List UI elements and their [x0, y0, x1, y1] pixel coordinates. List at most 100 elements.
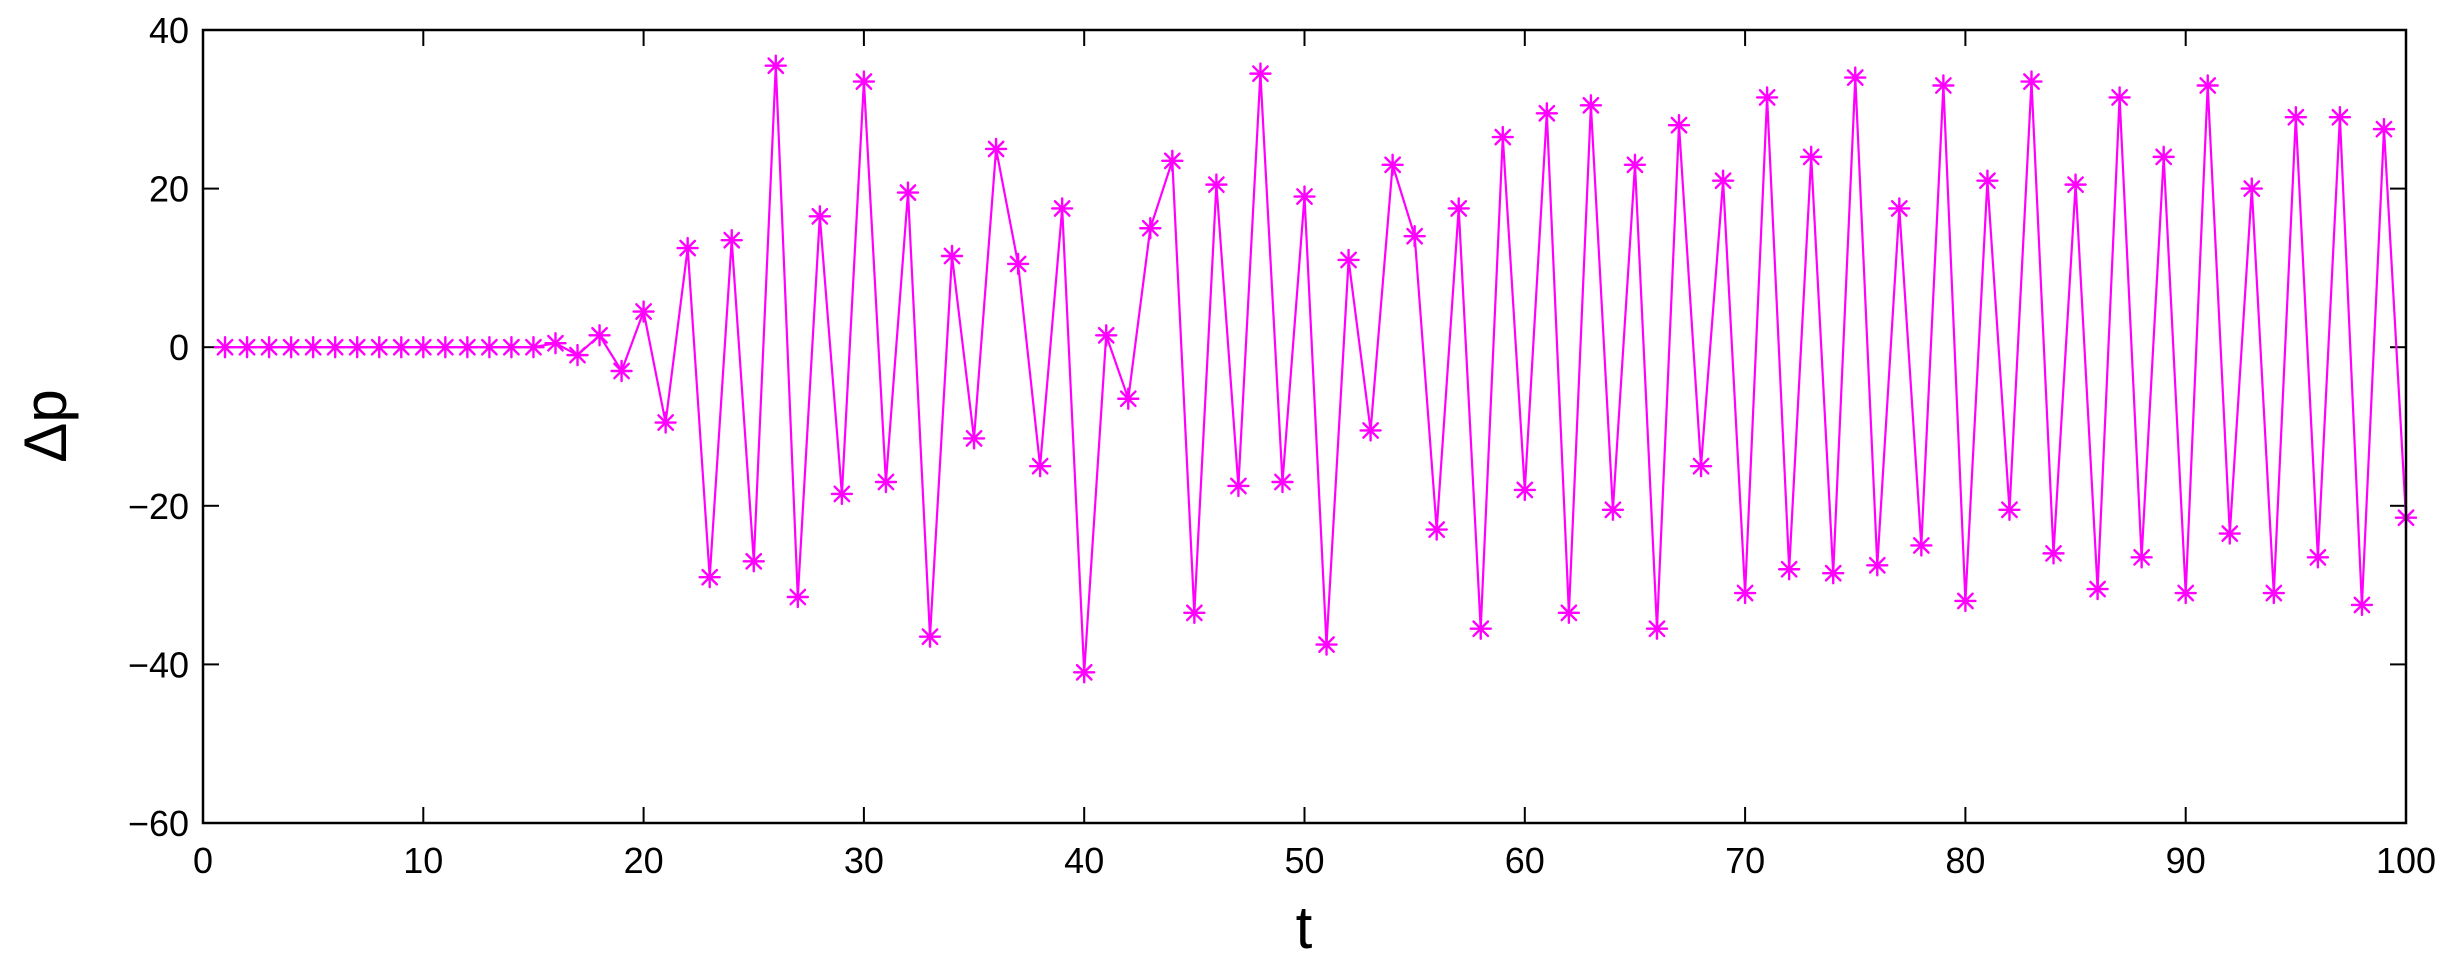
- data-point: [808, 205, 832, 228]
- data-point: [2152, 145, 2175, 169]
- x-tick-label: 20: [624, 840, 664, 881]
- data-point: [323, 336, 347, 359]
- x-tick-label: 40: [1064, 840, 1104, 881]
- y-tick-label: 20: [149, 169, 189, 210]
- data-point: [257, 336, 281, 359]
- y-tick-label: 40: [149, 10, 189, 51]
- data-point: [566, 343, 589, 367]
- data-point: [1359, 419, 1382, 442]
- data-point: [1755, 86, 1779, 109]
- data-point: [456, 336, 479, 359]
- y-axis-label: Δp: [12, 389, 79, 462]
- data-point: [2284, 106, 2308, 129]
- data-point: [764, 54, 787, 77]
- data-point: [1139, 217, 1162, 240]
- data-point: [1623, 153, 1647, 177]
- data-point: [588, 324, 611, 347]
- x-tick-label: 10: [403, 840, 443, 881]
- data-point: [1998, 498, 2021, 521]
- data-point: [1579, 94, 1603, 117]
- data-point: [1293, 185, 1316, 208]
- data-point: [346, 336, 369, 359]
- series-line: [225, 64, 2408, 674]
- data-point: [676, 236, 699, 260]
- data-point: [1469, 617, 1492, 640]
- data-point: [1491, 125, 1514, 149]
- y-tick-label: −60: [128, 803, 189, 844]
- x-tick-label: 80: [1945, 840, 1985, 881]
- x-tick-label: 90: [2166, 840, 2206, 881]
- data-point: [2240, 177, 2263, 200]
- data-point: [1249, 62, 1272, 85]
- tick-labels: 0 10 20 30 40 50 60 70 80 90 100 −60 −40 −20 0 20 40: [128, 10, 2436, 881]
- data-point: [1954, 589, 1977, 613]
- data-point: [2196, 74, 2219, 97]
- data-point: [2064, 173, 2087, 196]
- data-point: [918, 625, 942, 648]
- data-point: [1028, 454, 1052, 478]
- data-point: [1117, 387, 1140, 410]
- data-point: [1557, 601, 1581, 625]
- data-point: [368, 336, 391, 359]
- data-point: [301, 336, 325, 359]
- data-point: [235, 336, 259, 359]
- y-tick-label: −40: [128, 644, 189, 685]
- data-point: [279, 336, 303, 359]
- data-point: [1513, 478, 1537, 502]
- data-point: [1888, 197, 1911, 220]
- data-point: [1006, 252, 1030, 276]
- data-point: [1403, 224, 1426, 248]
- data-point: [2262, 581, 2286, 605]
- data-point: [1932, 74, 1955, 97]
- data-point: [1095, 324, 1118, 347]
- x-tick-label: 100: [2376, 840, 2436, 881]
- data-point: [984, 137, 1008, 161]
- data-point: [852, 70, 876, 93]
- y-tick-label: −20: [128, 486, 189, 527]
- y-tick-label: 0: [169, 327, 189, 368]
- data-point: [698, 565, 721, 589]
- data-point: [390, 336, 413, 359]
- axis-ticks: [202, 29, 2407, 824]
- data-point: [2042, 542, 2065, 565]
- data-point: [500, 336, 523, 359]
- data-point: [1050, 197, 1074, 220]
- data-point: [1447, 197, 1470, 220]
- data-point: [2328, 106, 2352, 129]
- data-point: [940, 244, 964, 268]
- data-point: [1601, 498, 1625, 521]
- data-point: [1799, 145, 1823, 169]
- data-point: [1844, 66, 1867, 89]
- data-point: [2108, 86, 2131, 109]
- data-point: [1227, 474, 1250, 498]
- data-point: [1381, 153, 1404, 177]
- data-point: [1711, 169, 1735, 192]
- data-point: [1315, 633, 1338, 656]
- data-point: [2130, 546, 2153, 569]
- x-tick-label: 50: [1284, 840, 1324, 881]
- data-point: [830, 482, 854, 506]
- data-point: [1183, 601, 1206, 625]
- data-point: [544, 332, 567, 355]
- x-tick-label: 0: [193, 840, 213, 881]
- data-point: [896, 181, 920, 204]
- data-point: [412, 336, 435, 359]
- data-point: [610, 359, 633, 383]
- x-tick-label: 70: [1725, 840, 1765, 881]
- data-point: [1733, 581, 1757, 605]
- data-point: [1425, 518, 1448, 541]
- data-point: [213, 336, 237, 359]
- data-point: [1777, 558, 1801, 581]
- data-series: [213, 54, 2418, 684]
- data-point: [1667, 113, 1691, 137]
- data-point: [786, 585, 810, 609]
- data-point: [2174, 581, 2197, 605]
- data-point: [720, 228, 743, 252]
- data-point: [2218, 522, 2241, 545]
- data-point: [1337, 248, 1360, 272]
- data-point: [1866, 554, 1889, 577]
- data-point: [1072, 661, 1096, 684]
- data-point: [1910, 534, 1933, 557]
- x-tick-label: 30: [844, 840, 884, 881]
